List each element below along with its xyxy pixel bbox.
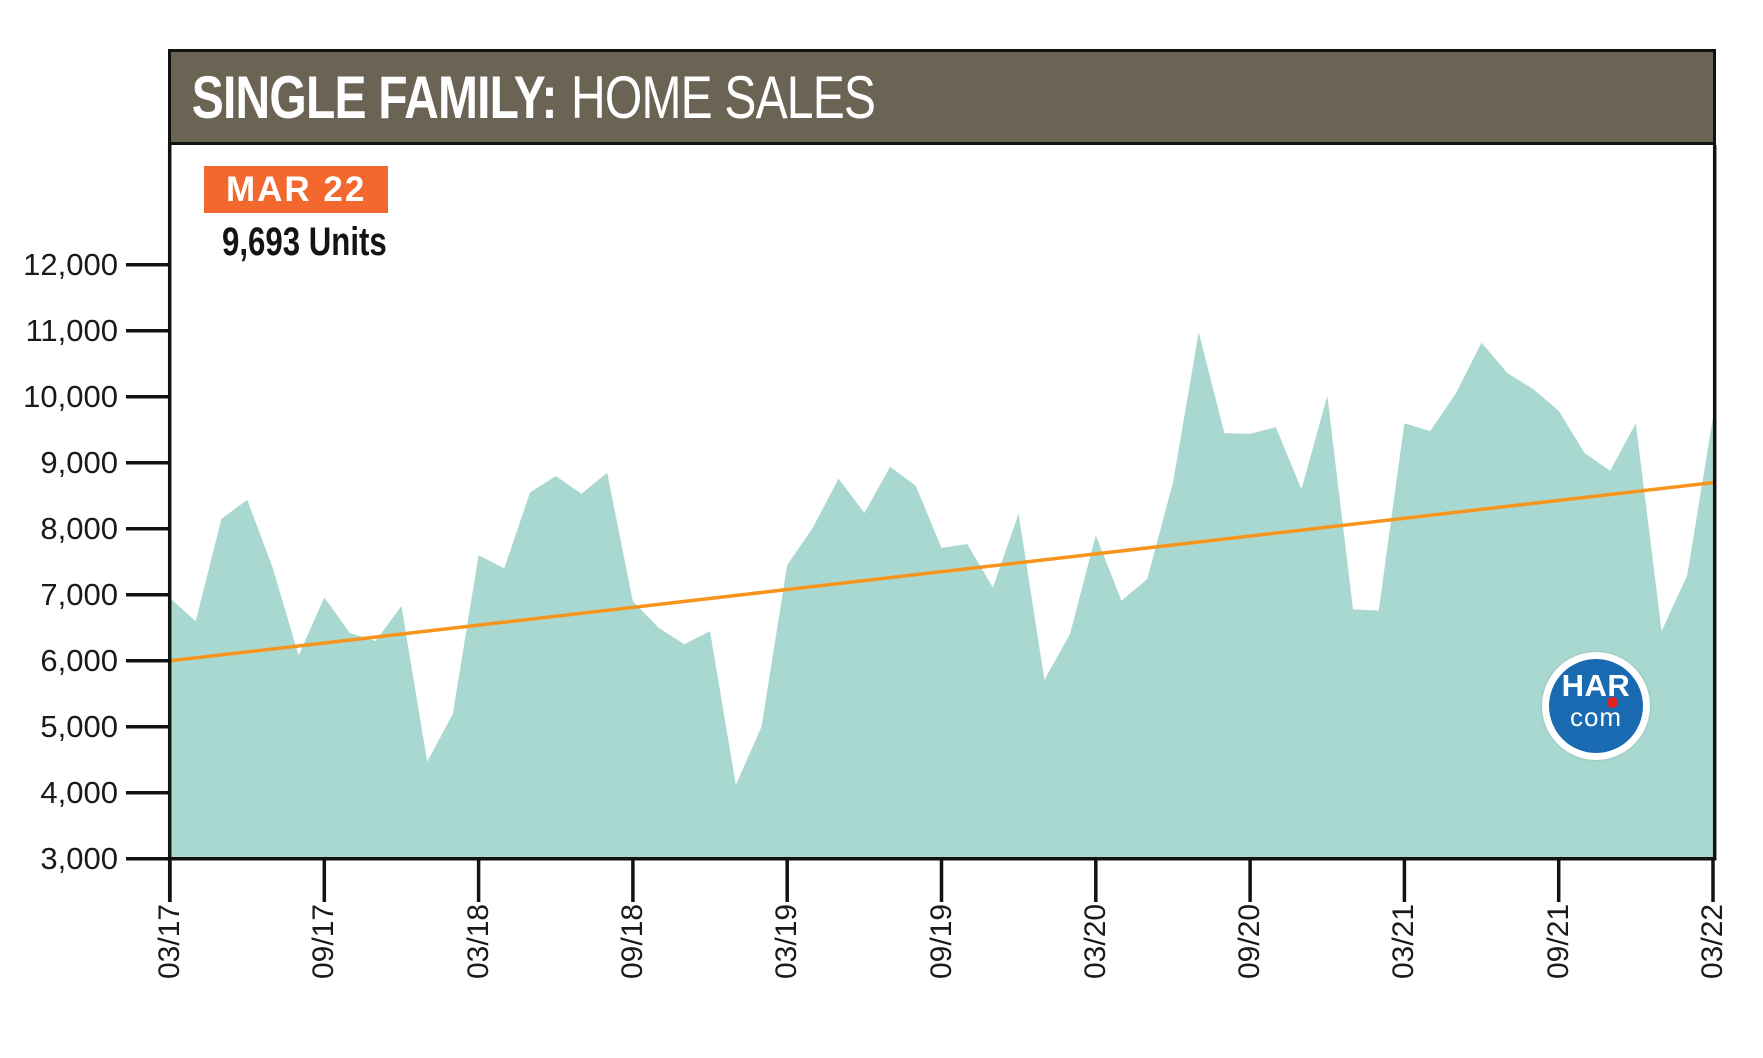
- sales-area-series: [170, 332, 1713, 858]
- x-axis-label: 09/19: [924, 903, 958, 979]
- y-axis-label: 12,000: [23, 246, 118, 282]
- y-axis-label: 6,000: [40, 642, 118, 678]
- x-axis-label: 09/18: [615, 903, 649, 979]
- y-axis-label: 3,000: [40, 840, 118, 876]
- x-axis-label: 09/21: [1541, 903, 1575, 979]
- har-logo-red-dot: [1607, 697, 1618, 708]
- x-axis-label: 03/19: [770, 903, 804, 979]
- chart-title-category: SINGLE FAMILY:: [191, 63, 558, 131]
- y-axis-label: 7,000: [40, 576, 118, 612]
- x-axis-label: 09/20: [1233, 903, 1267, 979]
- trend-line: [169, 480, 1714, 663]
- highlight-month-badge: MAR 22: [204, 166, 389, 213]
- chart-title-metric: HOME SALES: [571, 63, 876, 131]
- har-logo-com-text: com: [1569, 702, 1623, 732]
- x-axis-label: 03/22: [1696, 903, 1729, 979]
- har-logo: HAR com: [1542, 652, 1650, 760]
- chart-title: SINGLE FAMILY: HOME SALES: [171, 63, 876, 132]
- x-axis-label: 03/18: [461, 903, 495, 979]
- har-logo-text: HAR: [1561, 668, 1631, 703]
- y-axis-label: 9,000: [40, 444, 118, 480]
- y-axis-label: 10,000: [23, 378, 118, 414]
- har-logo-circle: HAR com: [1549, 659, 1643, 753]
- x-axis-label: 09/17: [307, 903, 341, 979]
- x-axis-label: 03/20: [1078, 903, 1112, 979]
- y-axis-label: 5,000: [40, 708, 118, 744]
- x-axis-label: 03/17: [153, 903, 186, 979]
- highlight-units-value: 9,693 Units: [222, 220, 387, 264]
- y-axis-label: 4,000: [40, 774, 118, 810]
- x-axis-label: 03/21: [1387, 903, 1421, 979]
- y-axis-label: 8,000: [40, 510, 118, 546]
- chart-title-band: SINGLE FAMILY: HOME SALES: [168, 49, 1716, 145]
- y-axis-label: 11,000: [25, 312, 118, 348]
